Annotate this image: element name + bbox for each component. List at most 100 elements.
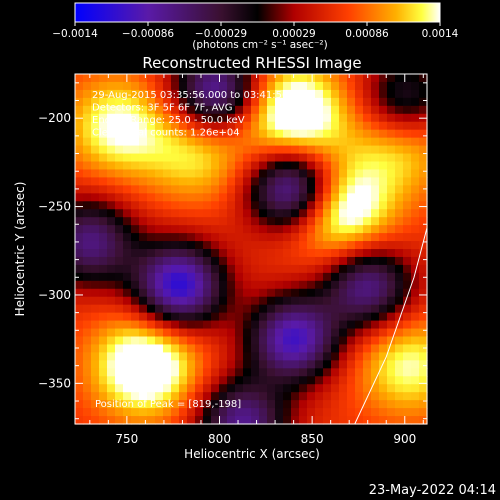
heatmap-cell xyxy=(323,256,332,266)
heatmap-cell xyxy=(315,145,324,155)
heatmap-cell xyxy=(403,161,412,171)
heatmap-cell xyxy=(299,225,308,234)
heatmap-cell xyxy=(419,161,428,171)
heatmap-cell xyxy=(307,161,316,171)
heatmap-cell xyxy=(83,241,92,250)
heatmap-cell xyxy=(115,161,124,171)
heatmap-cell xyxy=(363,384,372,393)
heatmap-cell xyxy=(403,97,412,107)
heatmap-cell xyxy=(395,81,404,91)
heatmap-cell xyxy=(187,264,196,274)
heatmap-cell xyxy=(115,105,124,115)
heatmap-cell xyxy=(323,241,332,250)
heatmap-cell xyxy=(411,256,420,266)
heatmap-cell xyxy=(323,376,332,385)
heatmap-cell xyxy=(331,145,340,155)
heatmap-cell xyxy=(155,121,164,131)
heatmap-cell xyxy=(347,328,356,338)
heatmap-cell xyxy=(147,264,156,274)
heatmap-cell xyxy=(83,169,92,178)
heatmap-cell xyxy=(251,256,260,266)
heatmap-cell xyxy=(131,304,140,314)
heatmap-cell xyxy=(179,129,188,139)
heatmap-cell xyxy=(163,256,172,266)
heatmap-cell xyxy=(395,225,404,234)
heatmap-cell xyxy=(411,249,420,258)
heatmap-cell xyxy=(83,320,92,330)
heatmap-cell xyxy=(171,74,180,83)
heatmap-cell xyxy=(347,376,356,385)
heatmap-cell xyxy=(155,129,164,139)
heatmap-cell xyxy=(307,288,316,298)
heatmap-cell xyxy=(291,81,300,91)
heatmap-cell xyxy=(299,312,308,322)
heatmap-cell xyxy=(155,169,164,178)
heatmap-cell xyxy=(83,384,92,393)
heatmap-cell xyxy=(75,296,84,306)
heatmap-cell xyxy=(195,169,204,178)
heatmap-cell xyxy=(419,74,428,83)
heatmap-cell xyxy=(259,392,268,401)
heatmap-cell xyxy=(107,360,116,369)
heatmap-cell xyxy=(123,217,132,226)
heatmap-cell xyxy=(339,304,348,314)
heatmap-cell xyxy=(123,137,132,147)
heatmap-cell xyxy=(411,416,420,425)
heatmap-cell xyxy=(371,145,380,155)
heatmap-cell xyxy=(115,74,124,83)
heatmap-cell xyxy=(163,97,172,107)
heatmap-cell xyxy=(371,256,380,266)
heatmap-cell xyxy=(347,193,356,202)
heatmap-cell xyxy=(251,153,260,163)
heatmap-cell xyxy=(147,376,156,385)
heatmap-cell xyxy=(243,336,252,346)
heatmap-cell xyxy=(123,280,132,290)
heatmap-cell xyxy=(195,113,204,123)
heatmap-cell xyxy=(99,201,108,210)
heatmap-cell xyxy=(107,352,116,361)
heatmap-cell xyxy=(315,312,324,322)
heatmap-cell xyxy=(395,264,404,274)
heatmap-cell xyxy=(187,113,196,123)
heatmap-cell xyxy=(131,416,140,425)
heatmap-cell xyxy=(259,74,268,83)
annotation-line: Detectors: 3F 5F 6F 7F, AVG xyxy=(92,103,232,114)
heatmap-cell xyxy=(131,249,140,258)
heatmap-cell xyxy=(267,185,276,194)
heatmap-cell xyxy=(291,249,300,258)
heatmap-cell xyxy=(75,256,84,266)
heatmap-cell xyxy=(275,360,284,369)
heatmap-cell xyxy=(147,97,156,107)
heatmap-cell xyxy=(139,74,148,83)
heatmap-cell xyxy=(163,209,172,218)
heatmap-cell xyxy=(147,185,156,194)
annotation-line: Energy Range: 25.0 - 50.0 keV xyxy=(92,115,245,126)
heatmap-cell xyxy=(171,360,180,369)
heatmap-cell xyxy=(203,352,212,361)
heatmap-cell xyxy=(275,328,284,338)
heatmap-cell xyxy=(163,89,172,99)
heatmap-cell xyxy=(187,256,196,266)
heatmap-cell xyxy=(91,288,100,298)
heatmap-cell xyxy=(107,408,116,417)
heatmap-cell xyxy=(235,280,244,290)
heatmap-cell xyxy=(291,145,300,155)
heatmap-cell xyxy=(363,288,372,298)
heatmap-cell xyxy=(251,320,260,330)
heatmap-cell xyxy=(395,129,404,139)
heatmap-cell xyxy=(291,392,300,401)
heatmap-cell xyxy=(323,193,332,202)
heatmap-cell xyxy=(163,169,172,178)
heatmap-cell xyxy=(187,145,196,155)
heatmap-cell xyxy=(387,376,396,385)
heatmap-cell xyxy=(275,145,284,155)
heatmap-cell xyxy=(395,408,404,417)
heatmap-cell xyxy=(419,296,428,306)
heatmap-cell xyxy=(163,105,172,115)
heatmap-cell xyxy=(307,129,316,139)
heatmap-cell xyxy=(403,193,412,202)
heatmap-cell xyxy=(275,336,284,346)
heatmap-cell xyxy=(195,89,204,99)
heatmap-cell xyxy=(315,416,324,425)
heatmap-cell xyxy=(163,225,172,234)
